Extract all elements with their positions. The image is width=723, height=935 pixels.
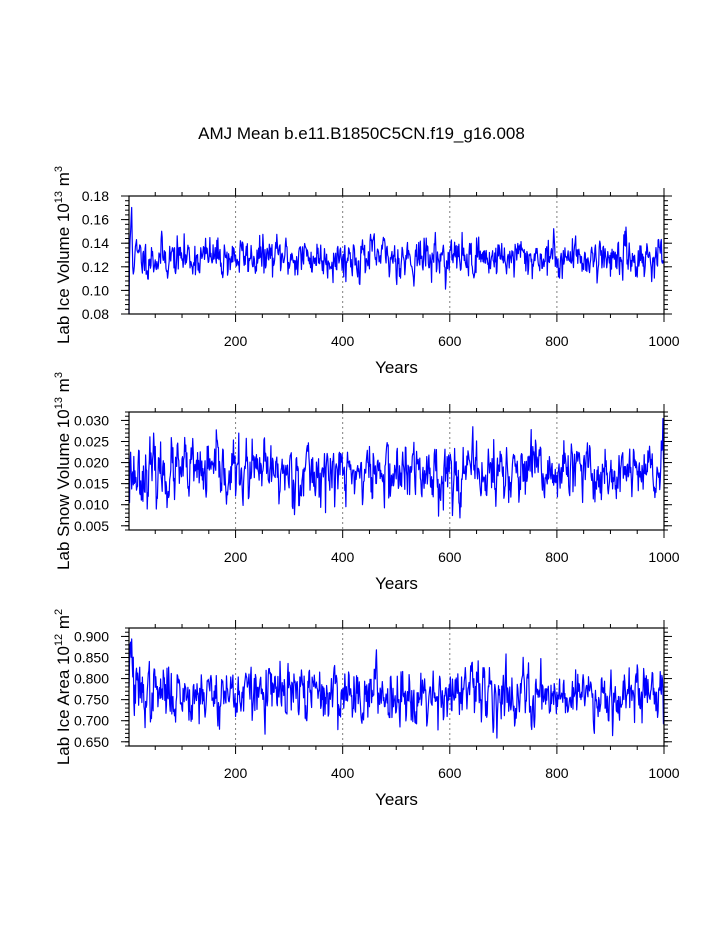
x-tick-label: 1000 — [648, 549, 679, 565]
y-axis-label: Lab Ice Volume 1013 m3 — [53, 166, 73, 344]
y-tick-label: 0.900 — [74, 628, 109, 644]
y-axis-label: Lab Ice Area 1012 m2 — [53, 609, 73, 765]
y-axis-label: Lab Snow Volume 1013 m3 — [53, 372, 73, 570]
data-series-line — [128, 418, 665, 519]
x-axis-label: Years — [375, 790, 418, 809]
y-tick-label: 0.800 — [74, 671, 109, 687]
y-tick-label: 0.14 — [82, 235, 109, 251]
ice-area-panel: 200 400 600 800 1000 0.650 0.700 0.750 0.800 0.85… — [53, 609, 680, 809]
y-tick-label: 0.16 — [82, 212, 109, 228]
y-tick-label: 0.020 — [74, 455, 109, 471]
y-tick-label: 0.10 — [82, 282, 109, 298]
snow-volume-panel: 200 400 600 800 1000 0.005 0.010 0.015 0.020 0.02… — [53, 372, 680, 593]
x-tick-label: 200 — [224, 333, 248, 349]
x-tick-label: 600 — [438, 549, 462, 565]
x-tick-label: 200 — [224, 549, 248, 565]
x-tick-label: 400 — [331, 765, 355, 781]
x-tick-label: 800 — [545, 765, 569, 781]
x-tick-label: 1000 — [648, 333, 679, 349]
y-tick-label: 0.850 — [74, 650, 109, 666]
data-series-line — [128, 206, 665, 315]
figure-title: AMJ Mean b.e11.B1850C5CN.f19_g16.008 — [198, 124, 525, 143]
y-tick-label: 0.18 — [82, 188, 109, 204]
y-tick-label: 0.700 — [74, 713, 109, 729]
y-tick-label: 0.08 — [82, 306, 109, 322]
x-axis-label: Years — [375, 574, 418, 593]
y-tick-label: 0.015 — [74, 476, 109, 492]
y-tick-label: 0.030 — [74, 412, 109, 428]
ice-volume-panel: 200 400 600 800 1000 0.08 0.10 0.12 0.14 0.16 0.18… — [53, 166, 680, 377]
data-series-line — [128, 638, 665, 739]
y-tick-label: 0.025 — [74, 434, 109, 450]
x-tick-label: 600 — [438, 333, 462, 349]
y-tick-label: 0.005 — [74, 518, 109, 534]
x-axis-label: Years — [375, 358, 418, 377]
x-tick-label: 400 — [331, 549, 355, 565]
x-tick-label: 800 — [545, 333, 569, 349]
y-tick-label: 0.010 — [74, 497, 109, 513]
x-tick-label: 1000 — [648, 765, 679, 781]
y-tick-label: 0.750 — [74, 692, 109, 708]
x-tick-label: 600 — [438, 765, 462, 781]
x-tick-label: 400 — [331, 333, 355, 349]
y-tick-label: 0.650 — [74, 734, 109, 750]
x-tick-label: 200 — [224, 765, 248, 781]
y-tick-label: 0.12 — [82, 259, 109, 275]
x-tick-label: 800 — [545, 549, 569, 565]
